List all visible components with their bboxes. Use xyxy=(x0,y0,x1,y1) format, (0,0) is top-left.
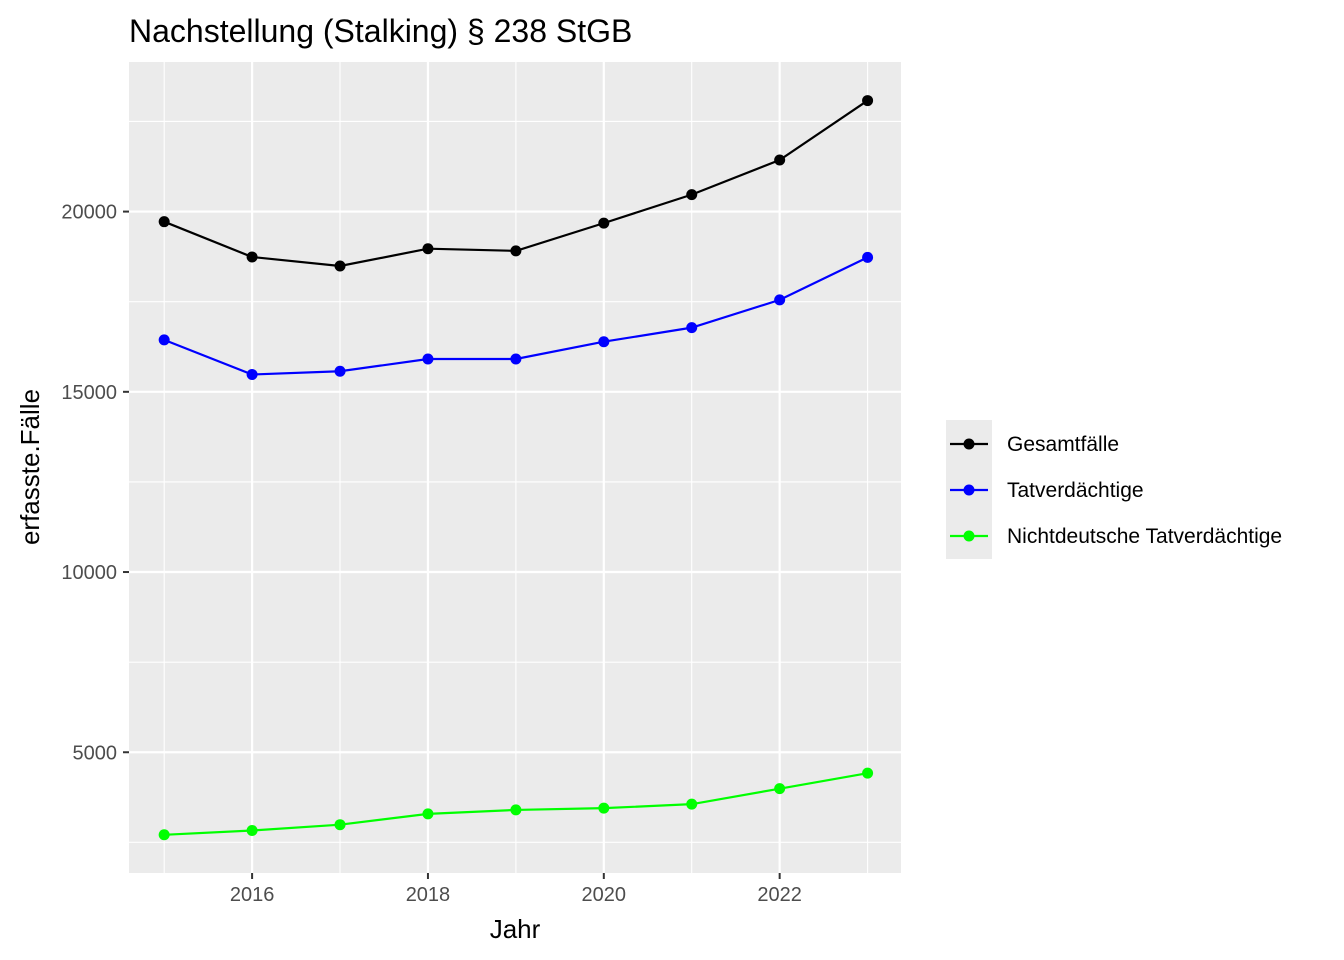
chart-title: Nachstellung (Stalking) § 238 StGB xyxy=(129,13,632,49)
y-tick-label: 20000 xyxy=(61,202,117,224)
data-point-series-1 xyxy=(686,189,698,201)
data-point-series-3 xyxy=(422,808,434,820)
x-tick-label: 2016 xyxy=(230,884,275,906)
data-point-series-3 xyxy=(246,824,258,836)
data-point-series-2 xyxy=(334,365,346,377)
y-tick-label: 10000 xyxy=(61,562,117,584)
data-point-series-1 xyxy=(246,251,258,263)
data-point-series-2 xyxy=(598,336,610,348)
data-point-series-2 xyxy=(158,334,170,346)
data-point-series-3 xyxy=(598,802,610,814)
series-layer xyxy=(158,95,874,841)
data-point-series-3 xyxy=(862,767,874,779)
x-tick-label: 2022 xyxy=(757,884,802,906)
legend-label: Gesamtfälle xyxy=(1007,433,1119,456)
data-point-series-3 xyxy=(510,804,522,816)
data-point-series-1 xyxy=(598,217,610,229)
data-point-series-1 xyxy=(334,260,346,272)
data-point-series-3 xyxy=(774,783,786,795)
data-point-series-1 xyxy=(774,154,786,166)
data-point-series-3 xyxy=(334,819,346,831)
data-point-series-1 xyxy=(862,95,874,107)
legend-key-point xyxy=(963,530,975,542)
data-point-series-2 xyxy=(686,322,698,334)
major-gridlines xyxy=(129,62,901,873)
data-point-series-2 xyxy=(862,251,874,263)
plot-panel xyxy=(129,62,901,873)
data-point-series-1 xyxy=(510,245,522,257)
x-tick-label: 2020 xyxy=(582,884,627,906)
y-axis: 5000 10000 15000 20000 xyxy=(61,202,129,764)
y-tick-label: 5000 xyxy=(73,742,118,764)
minor-gridlines xyxy=(129,62,901,873)
y-axis-title: erfasste.Fälle xyxy=(15,389,45,545)
x-axis-title: Jahr xyxy=(490,914,541,944)
data-point-series-1 xyxy=(158,216,170,228)
x-tick-label: 2018 xyxy=(406,884,451,906)
data-point-series-2 xyxy=(510,353,522,365)
legend: Gesamtfälle Tatverdächtige Nichtdeutsche T… xyxy=(950,433,1282,548)
legend-label: Tatverdächtige xyxy=(1007,479,1144,502)
y-tick-label: 15000 xyxy=(61,382,117,404)
data-point-series-3 xyxy=(158,829,170,841)
data-point-series-2 xyxy=(422,353,434,365)
legend-key-point xyxy=(963,484,975,496)
data-point-series-1 xyxy=(422,243,434,255)
x-axis: 2016 2018 2020 2022 xyxy=(230,873,802,906)
data-point-series-2 xyxy=(246,369,258,381)
legend-label: Nichtdeutsche Tatverdächtige xyxy=(1007,525,1282,548)
data-point-series-2 xyxy=(774,294,786,306)
data-point-series-3 xyxy=(686,798,698,810)
legend-key-point xyxy=(963,438,975,450)
